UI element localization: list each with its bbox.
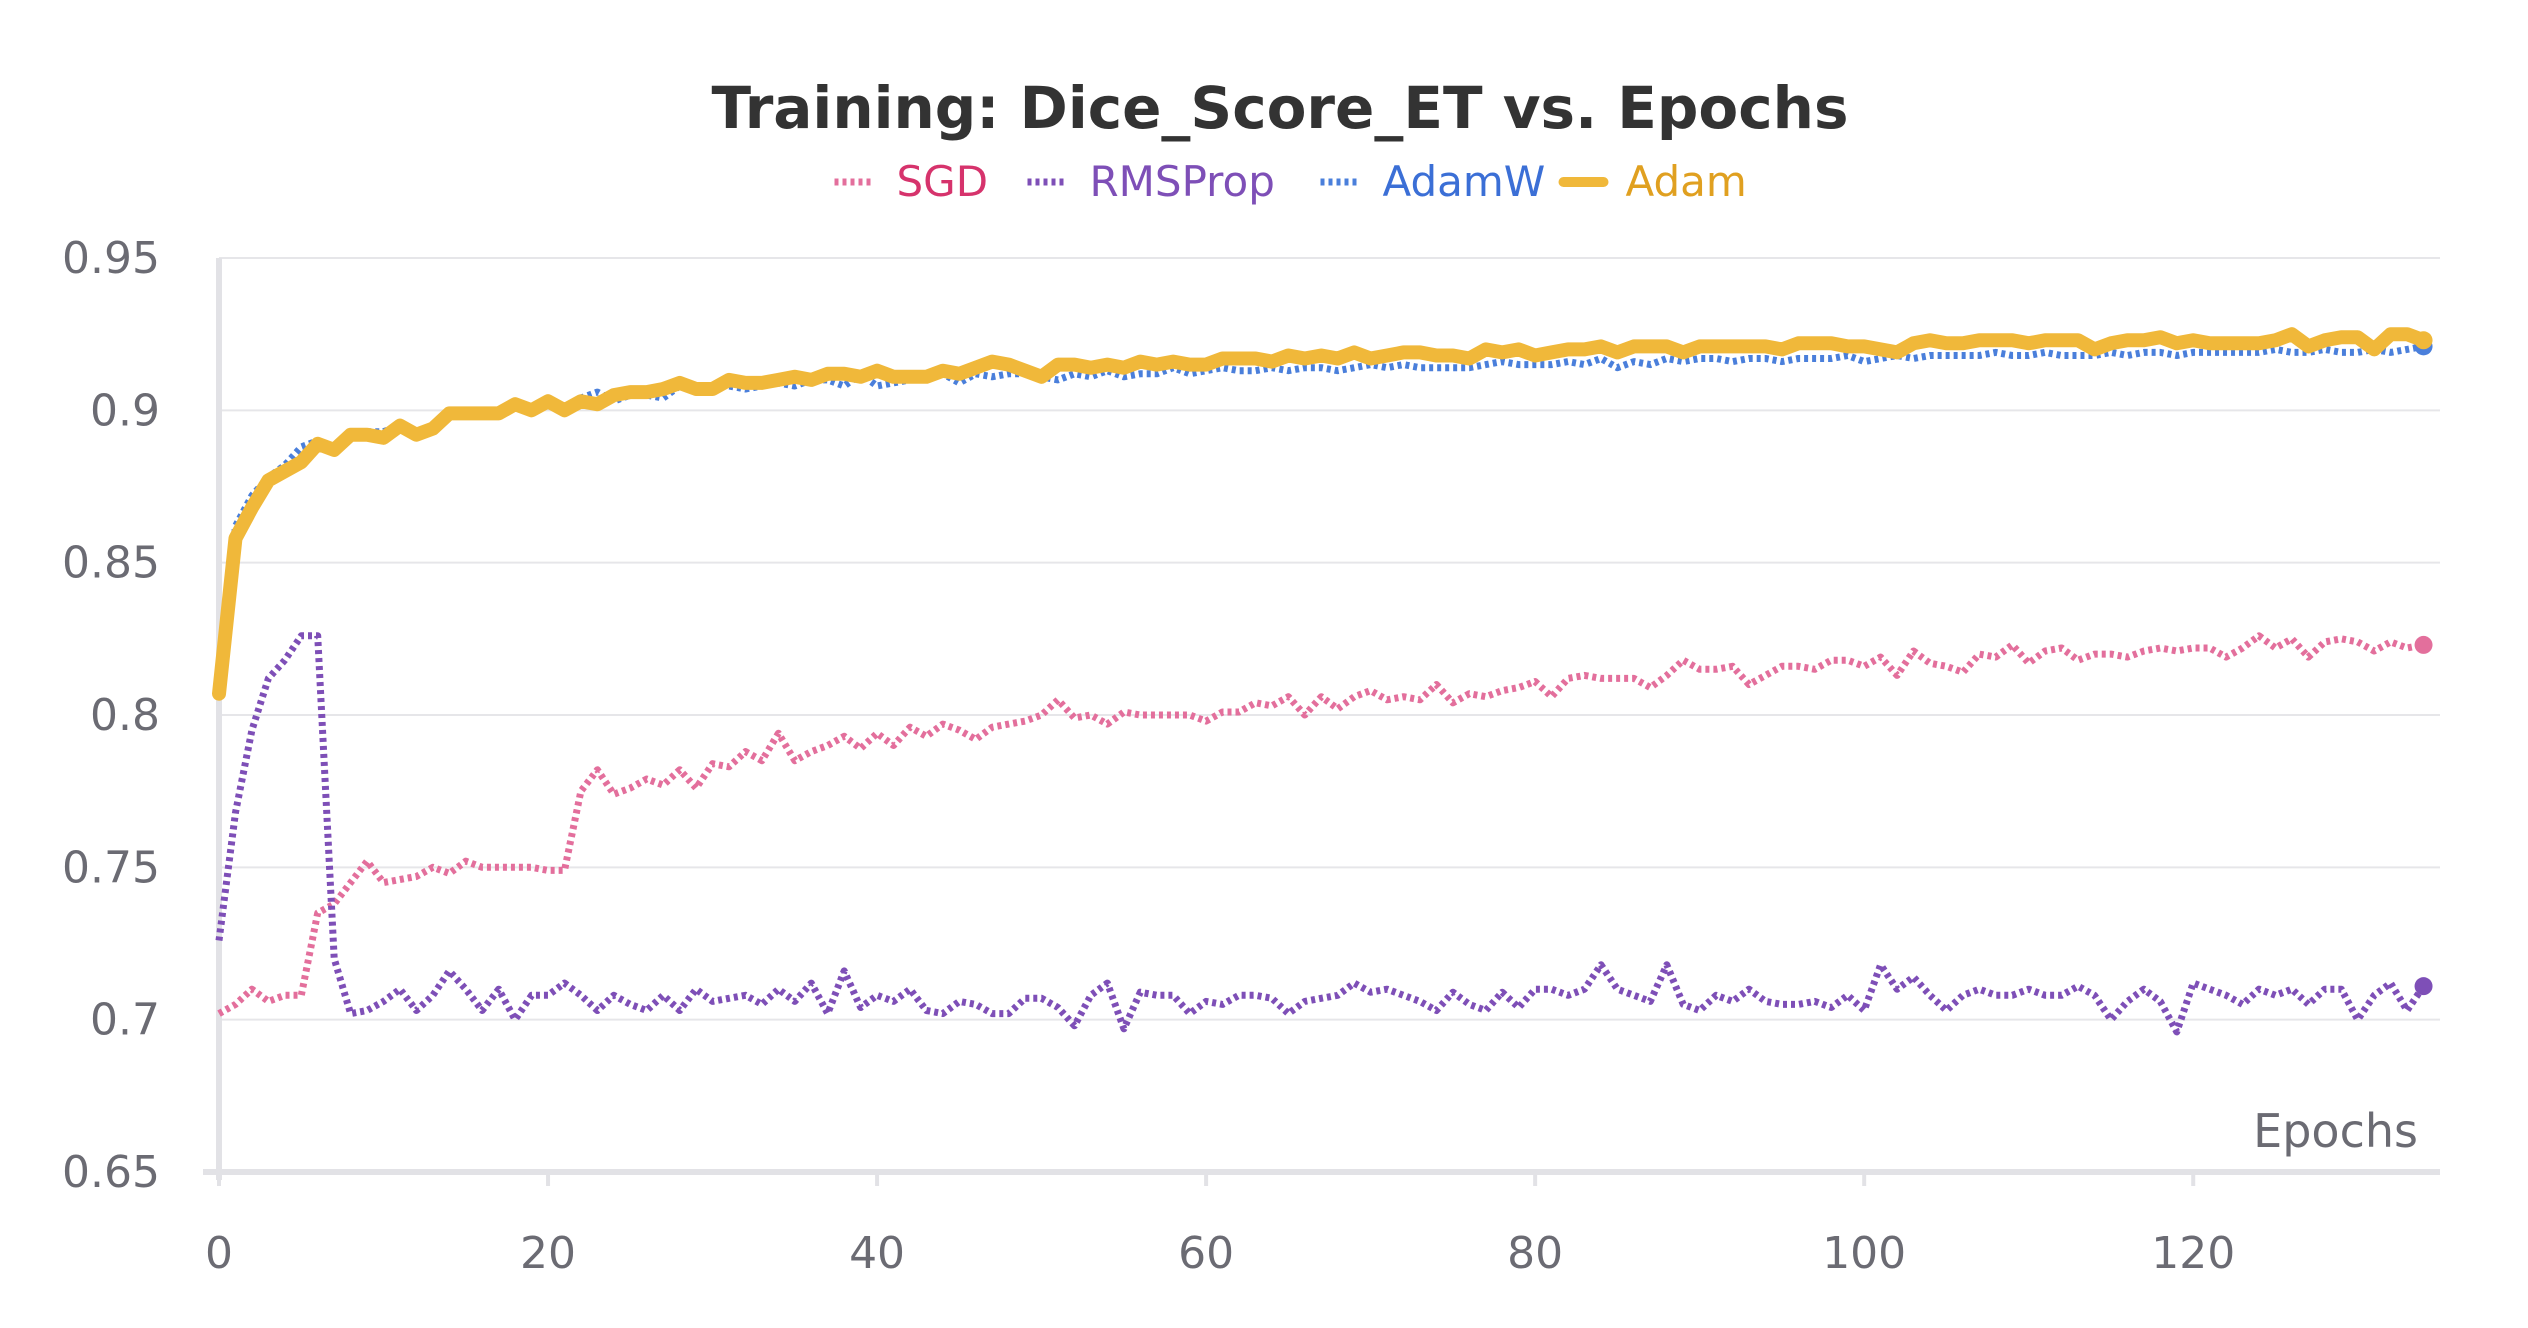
x-tick-label: 120 [2151, 1228, 2235, 1279]
series-sgd [217, 632, 2433, 1017]
series-adam [212, 327, 2433, 701]
x-tick-label: 20 [520, 1228, 576, 1279]
y-tick-label: 0.75 [62, 842, 160, 893]
x-tick-label: 60 [1178, 1228, 1234, 1279]
axes: 0.65 0.7 0.75 0.8 0.85 0.9 0.95 0 20 40 60 80 100 120 [62, 233, 2440, 1279]
grid [219, 257, 2440, 1021]
legend-label-adamw: AdamW [1383, 157, 1546, 206]
series-end-point-sgd [2414, 635, 2433, 654]
series-rmsprop [215, 632, 2433, 1036]
legend-label-rmsprop: RMSProp [1090, 157, 1275, 206]
chart-title: Training: Dice_Score_ET vs. Epochs [712, 74, 1849, 142]
series-line-sgd [217, 632, 2425, 1017]
series-end-point-rmsprop [2414, 977, 2433, 996]
y-tick-label: 0.9 [90, 385, 160, 436]
y-tick-label: 0.95 [62, 233, 160, 284]
legend-item-adam: Adam [1558, 157, 1747, 206]
y-tick-label: 0.8 [90, 690, 160, 741]
x-tick-label: 80 [1507, 1228, 1563, 1279]
legend-label-adam: Adam [1626, 157, 1747, 206]
legend: SGD RMSProp AdamW Adam [834, 157, 1747, 206]
y-tick-label: 0.65 [62, 1147, 160, 1198]
y-tick-label: 0.7 [90, 995, 160, 1046]
series-line-rmsprop [215, 632, 2427, 1036]
legend-item-rmsprop: RMSProp [1027, 157, 1275, 206]
legend-item-sgd: SGD [834, 157, 989, 206]
series-line-adam [212, 327, 2431, 701]
legend-item-adamw: AdamW [1320, 157, 1546, 206]
x-tick-label: 100 [1822, 1228, 1906, 1279]
series-layer [212, 327, 2433, 1036]
x-tick-label: 40 [849, 1228, 905, 1279]
x-axis-label: Epochs [2253, 1104, 2418, 1158]
legend-label-sgd: SGD [897, 157, 989, 206]
series-adamw [215, 337, 2433, 685]
series-end-point-adam [2414, 331, 2433, 350]
x-tick-label: 0 [205, 1228, 233, 1279]
y-tick-label: 0.85 [62, 538, 160, 589]
series-line-adamw [215, 342, 2425, 685]
